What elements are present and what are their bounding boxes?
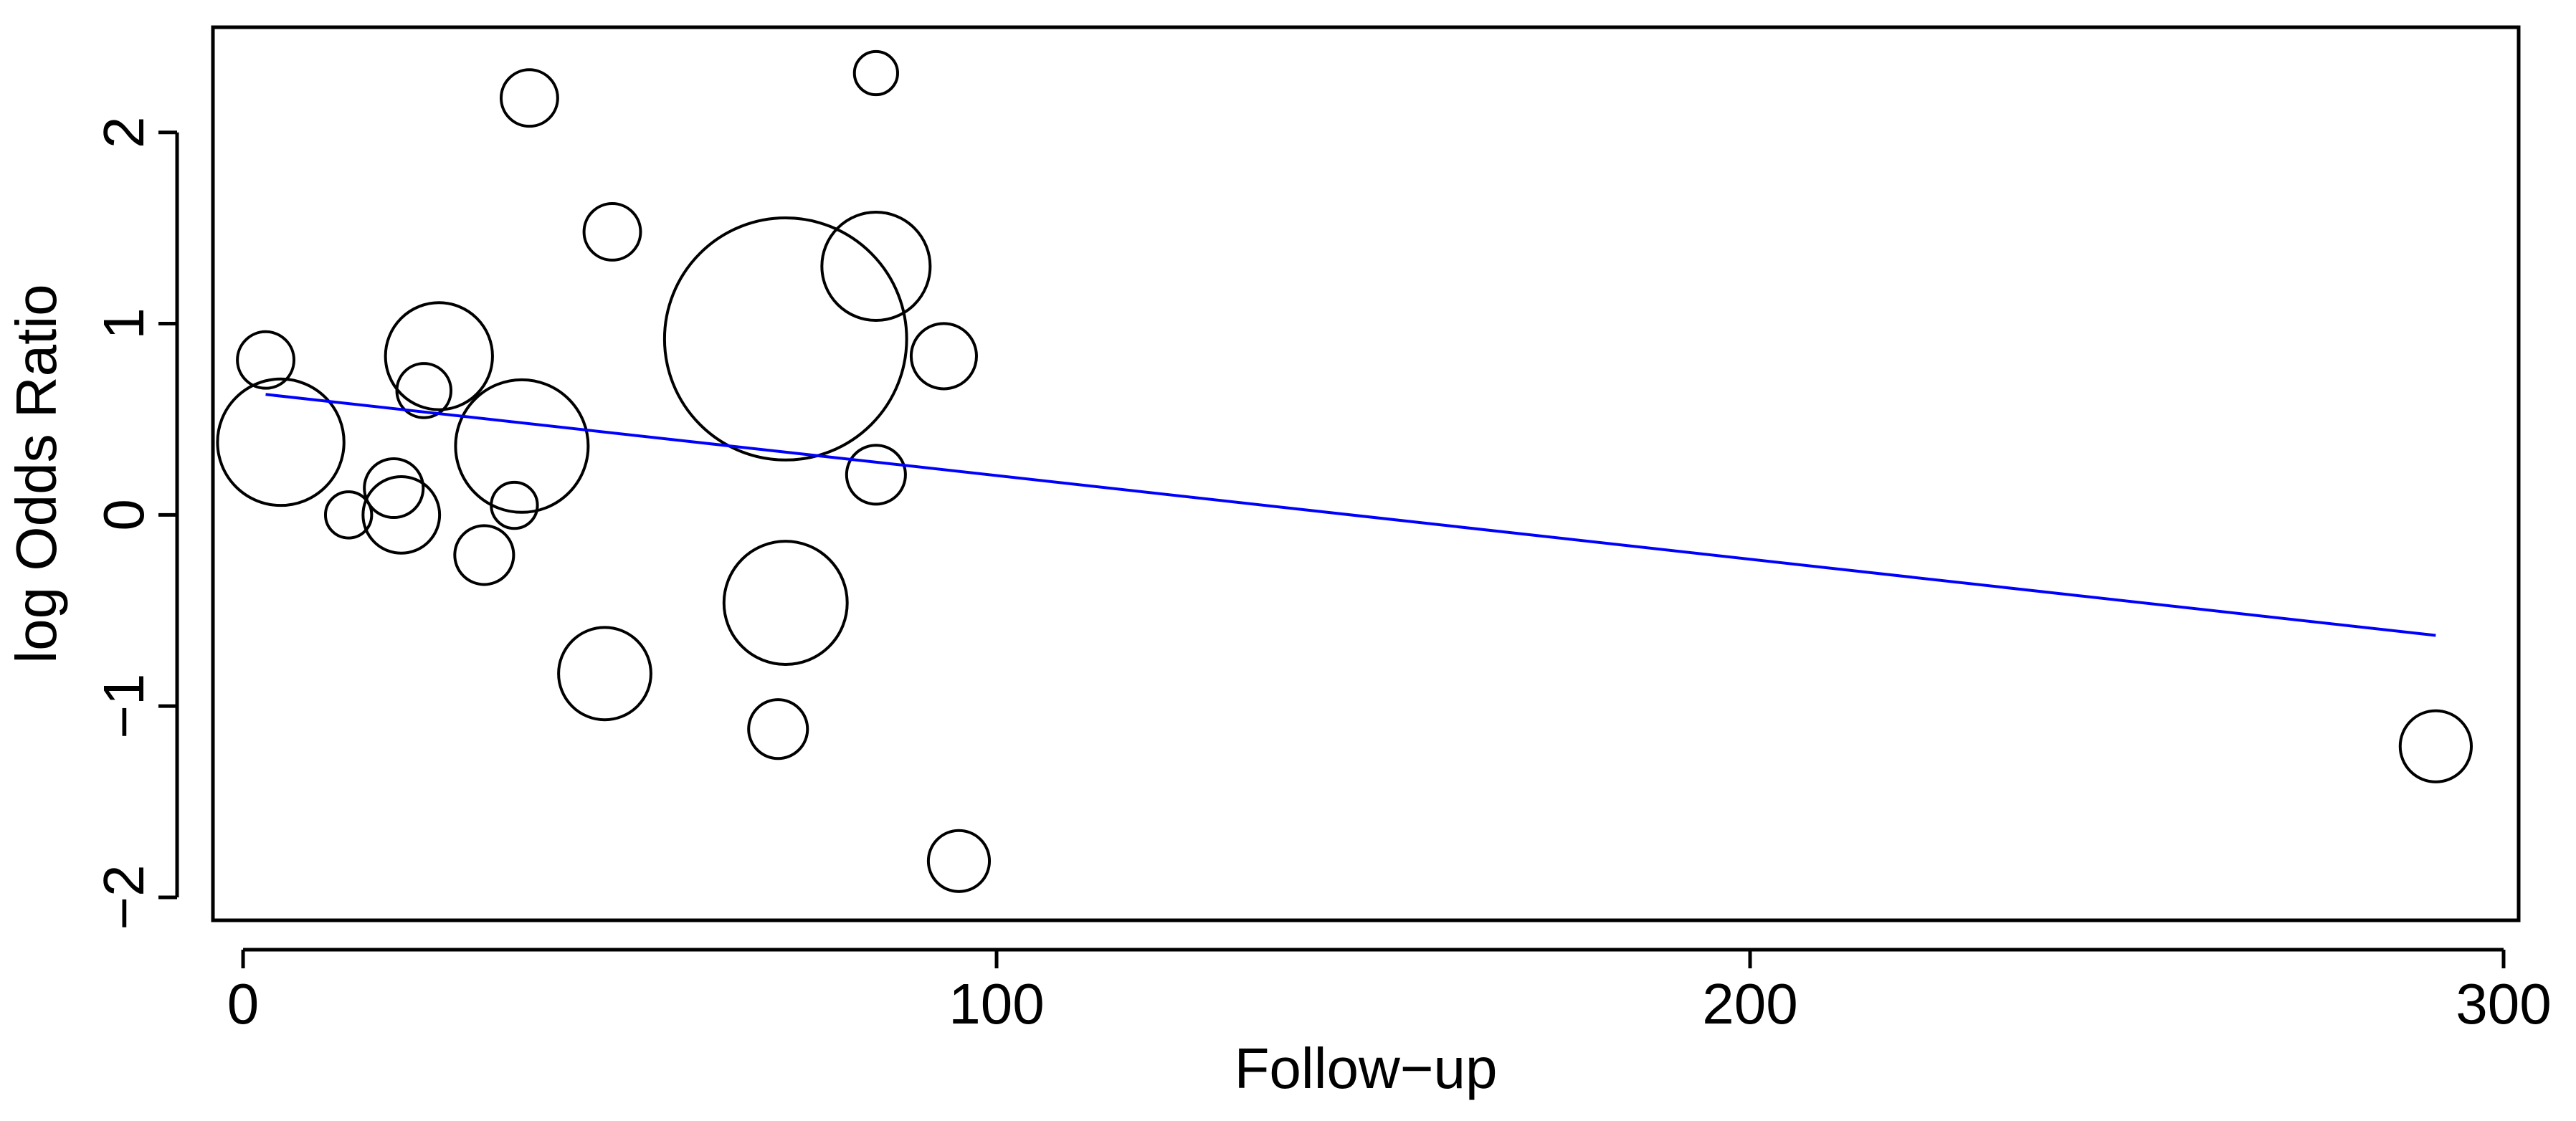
data-point <box>454 378 590 514</box>
data-point <box>453 524 515 586</box>
data-point <box>926 829 992 893</box>
y-tick-label: 2 <box>92 116 156 148</box>
data-point <box>747 698 809 760</box>
points-layer <box>216 49 2473 893</box>
data-point <box>852 49 899 97</box>
regression-line <box>265 393 2436 637</box>
data-point <box>323 490 374 540</box>
plot-frame <box>211 25 2521 922</box>
data-point <box>216 377 346 507</box>
data-point <box>909 322 978 391</box>
y-tick-label: 1 <box>92 307 156 340</box>
y-axis-label: log Odds Ratio <box>4 284 68 663</box>
y-tick-label: −1 <box>92 674 156 739</box>
data-point <box>363 457 425 520</box>
x-tick-label: 0 <box>227 972 260 1036</box>
data-point <box>662 216 908 462</box>
data-point <box>557 626 652 722</box>
x-tick-label: 300 <box>2456 972 2551 1036</box>
x-tick-label: 100 <box>949 972 1044 1036</box>
regression-line-layer <box>265 393 2436 637</box>
data-point <box>361 474 442 555</box>
y-tick-label: −2 <box>92 864 156 930</box>
data-point <box>582 202 642 262</box>
y-tick-label: 0 <box>92 499 156 531</box>
x-tick-label: 200 <box>1702 972 1797 1036</box>
data-point <box>499 68 559 128</box>
data-point <box>722 540 849 667</box>
data-point <box>2398 709 2473 783</box>
x-axis-label: Follow−up <box>1235 1036 1498 1100</box>
axes-layer: 0 100 200 300 −2 −1 0 1 2 <box>92 116 2552 1036</box>
data-point <box>236 330 296 390</box>
data-point <box>384 301 494 411</box>
data-point <box>820 210 932 323</box>
data-point <box>845 444 907 506</box>
